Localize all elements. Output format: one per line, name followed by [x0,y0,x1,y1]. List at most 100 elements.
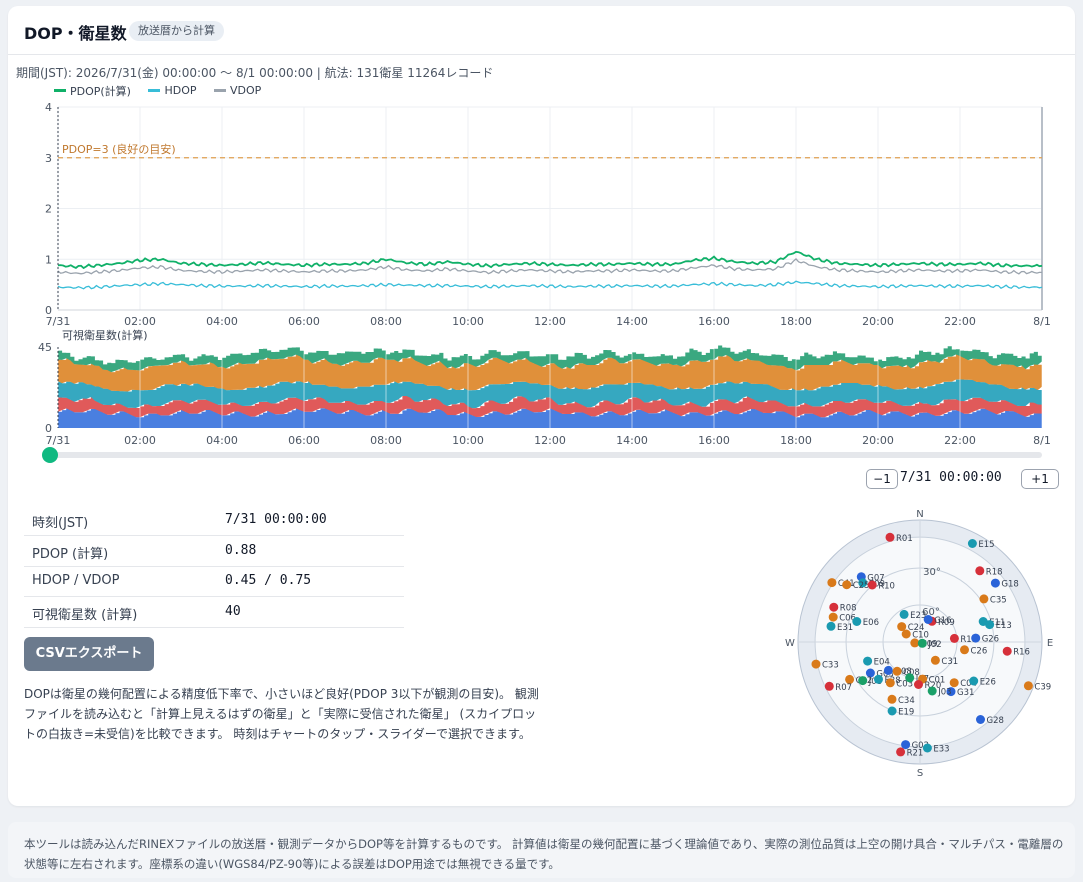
info-label-time: 時刻(JST) [32,516,89,531]
info-label-hvdop: HDOP / VDOP [32,573,120,588]
elev-30-label: 30° [923,567,941,578]
satellite-label-G18: G18 [1001,580,1018,590]
sat-x-tick-label: 8/1 [1033,434,1051,447]
satellite-label-R20: R20 [925,681,942,691]
info-row-satcount: 可視衛星数 (計算) 40 [24,597,404,628]
east-label: E [1047,638,1053,649]
satellite-dot-J02 [917,638,927,648]
sat-x-tick-label: 22:00 [944,434,976,447]
footer-text: 本ツールは読み込んだRINEXファイルの放送暦・観測データからDOP等を計算する… [24,837,1064,871]
info-label-satcount: 可視衛星数 (計算) [32,608,138,623]
satellite-label-C09: C09 [921,639,938,649]
x-tick-label: 20:00 [862,315,894,328]
satellite-label-G03: G03 [876,670,893,680]
satellite-label-E15: E15 [978,540,994,550]
step-back-button[interactable]: −1 [866,469,898,489]
satellite-dot-C09 [910,638,920,648]
elev-60-label: 60° [922,607,940,618]
satellite-dot-R08 [829,602,839,612]
sat-x-tick-label: 04:00 [206,434,238,447]
sat-x-tick-label: 06:00 [288,434,320,447]
satellite-label-R19: R19 [960,635,977,645]
satellite-dot-G03 [865,668,875,678]
series-line-VDOP [57,257,1042,275]
info-value-hvdop: 0.45 / 0.75 [225,573,312,588]
satellite-dot-E13 [985,620,995,630]
x-tick-label: 04:00 [206,315,238,328]
legend-swatch-pdop [54,89,66,92]
satellite-label-C08: C08 [903,668,920,678]
satellite-label-C33: C33 [822,661,839,671]
satellite-label-R10: R10 [878,582,895,592]
legend-pdop[interactable]: PDOP(計算) [54,83,131,99]
sat-x-tick-label: 20:00 [862,434,894,447]
satellite-label-R08: R08 [840,604,857,614]
satellite-label-E31: E31 [837,623,853,633]
step-forward-button[interactable]: +1 [1021,469,1059,489]
satellite-label-J03: J03 [937,688,951,698]
satellite-dot-E06 [852,617,862,626]
satellite-label-R07: R07 [835,683,852,693]
satellite-dot-C04 [949,678,959,688]
satellite-label-C06: C06 [839,614,856,624]
satellite-label-J02: J02 [927,640,941,650]
time-slider-thumb[interactable] [42,447,58,463]
legend-vdop[interactable]: VDOP [214,84,261,97]
satellite-label-C10: C10 [912,631,929,641]
satellite-label-E04: E04 [874,658,890,668]
satellite-label-C35: C35 [990,595,1007,605]
satellite-dot-C31 [930,655,940,665]
x-tick-label: 18:00 [780,315,812,328]
dop-line-chart[interactable]: 7/31 02:00 04:00 06:00 08:00 10:00 12:00 14:00 1… [0,100,1083,330]
csv-export-button[interactable]: CSVエクスポート [24,637,154,671]
satellite-dot-G18 [990,578,1000,588]
satellite-dot-J03 [927,686,937,696]
y-tick-label: 4 [45,101,52,114]
satellite-dot-C33 [811,659,821,669]
x-tick-label: 7/31 [46,315,71,328]
satellite-label-J08: J08 [868,677,882,687]
satellite-label-E33: E33 [933,745,949,755]
west-label: W [785,638,795,649]
info-value-satcount: 40 [225,604,241,619]
satellite-count-chart[interactable]: 可視衛星数(計算) 0 45 7/31 02:00 04:00 06:00 08:00 10:0… [0,325,1083,450]
info-row-pdop: PDOP (計算) 0.88 [24,536,404,567]
series-line-PDOP(計算) [57,250,1043,270]
skyplot[interactable]: NSWE30°60°R01E15R18G18G07E09C41C25R10C35… [785,507,1055,777]
satellite-dot-E09 [858,578,868,588]
satellite-dot-G08 [883,665,893,675]
info-value-time: 7/31 00:00:00 [225,512,327,527]
satellite-dot-G02 [901,740,911,750]
sat-x-tick-label: 14:00 [616,434,648,447]
info-label-pdop: PDOP (計算) [32,547,109,562]
y-tick-label: 2 [45,203,52,216]
satellite-dot-R20 [914,680,923,689]
satellite-dot-R19 [949,633,959,643]
satellite-dot-C34 [887,694,897,704]
satellite-label-E26: E26 [980,678,996,688]
sat-x-tick-label: 7/31 [46,434,71,447]
satellite-label-E06: E06 [863,618,879,628]
x-tick-label: 08:00 [370,315,402,328]
legend-label-pdop: PDOP(計算) [70,84,131,98]
time-slider-track[interactable] [50,452,1042,458]
satellite-dot-R21 [896,747,906,757]
sat-chart-title: 可視衛星数(計算) [62,328,148,342]
satellite-label-C03: C03 [896,679,913,689]
footer-note: 本ツールは読み込んだRINEXファイルの放送暦・観測データからDOP等を計算する… [8,822,1075,878]
satellite-dot-E04 [863,656,873,666]
x-tick-label: 8/1 [1033,315,1051,328]
sat-x-tick-label: 12:00 [534,434,566,447]
info-row-time: 時刻(JST) 7/31 00:00:00 [24,505,404,536]
north-label: N [916,509,923,520]
legend-hdop[interactable]: HDOP [148,84,197,97]
satellite-label-G02: G02 [912,741,929,751]
info-value-pdop: 0.88 [225,543,257,558]
satellite-label-R16: R16 [1013,648,1030,658]
satellite-dot-C03 [885,678,895,688]
satellite-label-C24: C24 [908,623,925,633]
satellite-label-E19: E19 [898,708,914,718]
satellite-label-G31: G31 [957,688,974,698]
legend-swatch-vdop [214,89,227,92]
y-tick-label: 0 [45,304,52,317]
